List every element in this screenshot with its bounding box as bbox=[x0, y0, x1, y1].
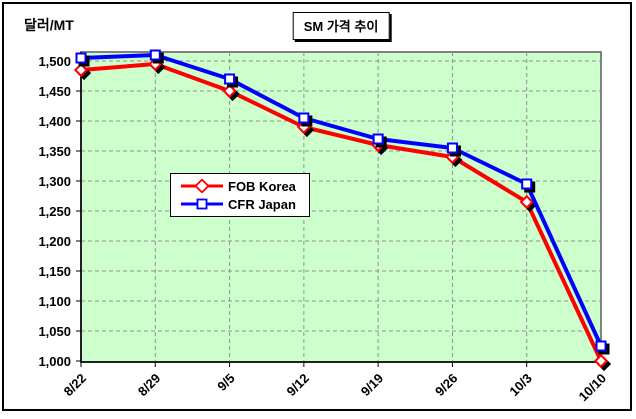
chart-window: 1,500 1,450 1,400 1,350 1,300 1,250 1,200 1,150… bbox=[2, 2, 632, 411]
fob-korea-marker bbox=[296, 119, 311, 135]
cfr-japan-marker bbox=[149, 49, 161, 61]
chart-canvas: 1,500 1,450 1,400 1,350 1,300 1,250 1,200 1,150… bbox=[38, 49, 610, 405]
legend-item-fob-korea: FOB Korea bbox=[180, 178, 309, 194]
x-tick-label: 9/19 bbox=[358, 371, 387, 400]
y-tick-label: 1,500 bbox=[38, 54, 71, 69]
fob-korea-marker bbox=[73, 62, 89, 78]
y-tick-label: 1,450 bbox=[38, 84, 71, 99]
y-axis-title: 달러/MT bbox=[24, 17, 74, 33]
x-tick-label: 9/26 bbox=[432, 371, 461, 400]
cfr-japan-line-sample-icon bbox=[181, 198, 223, 210]
cfr-japan-line bbox=[79, 53, 603, 348]
y-tick-label: 1,350 bbox=[38, 144, 71, 159]
cfr-japan-marker bbox=[372, 133, 384, 145]
fob-korea-marker bbox=[593, 353, 609, 369]
cfr-japan-marker bbox=[224, 73, 236, 85]
x-tick-label: 10/3 bbox=[506, 371, 535, 400]
y-tick-label: 1,150 bbox=[38, 264, 71, 279]
x-tick-label: 9/5 bbox=[214, 371, 237, 394]
fob-korea-marker bbox=[519, 194, 534, 210]
fob-korea-series bbox=[73, 56, 609, 369]
cfr-japan-marker bbox=[75, 52, 87, 64]
cfr-japan-marker bbox=[446, 142, 458, 154]
chart-title: SM 가격 추이 bbox=[292, 12, 390, 40]
y-tick-label: 1,250 bbox=[38, 204, 71, 219]
fob-korea-marker bbox=[445, 149, 460, 165]
y-tick-label: 1,200 bbox=[38, 234, 71, 249]
cfr-japan-series bbox=[75, 49, 607, 352]
fob-korea-line bbox=[79, 62, 603, 363]
x-tick-label: 8/29 bbox=[135, 371, 164, 400]
x-tick-label: 10/10 bbox=[576, 371, 610, 405]
cfr-japan-marker bbox=[595, 340, 607, 352]
fob-korea-marker bbox=[148, 56, 163, 72]
y-tick-label: 1,050 bbox=[38, 324, 71, 339]
legend-label-fob-korea: FOB Korea bbox=[228, 178, 296, 194]
cfr-japan-marker bbox=[521, 178, 533, 190]
plot-area bbox=[80, 51, 602, 363]
legend-item-cfr-japan: CFR Japan bbox=[180, 196, 309, 212]
y-tick-label: 1,100 bbox=[38, 294, 71, 309]
y-tick-label: 1,300 bbox=[38, 174, 71, 189]
legend-label-cfr-japan: CFR Japan bbox=[228, 196, 296, 212]
fob-korea-marker bbox=[222, 83, 237, 99]
cfr-japan-marker bbox=[298, 112, 310, 124]
x-tick-label: 8/22 bbox=[61, 371, 90, 400]
fob-korea-line-sample-icon bbox=[181, 179, 223, 193]
x-tick-label: 9/12 bbox=[283, 371, 312, 400]
legend: FOB Korea CFR Japan bbox=[170, 173, 310, 217]
y-tick-label: 1,400 bbox=[38, 114, 71, 129]
y-tick-label: 1,000 bbox=[38, 354, 71, 369]
